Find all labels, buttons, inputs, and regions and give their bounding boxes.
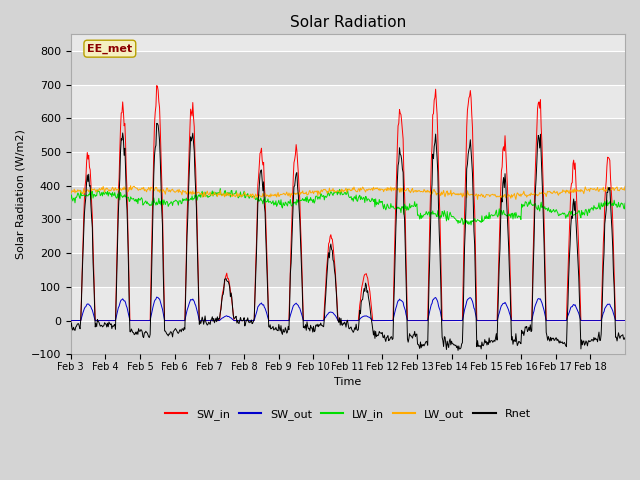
LW_out xyxy=(437,193,445,199)
X-axis label: Time: Time xyxy=(334,377,362,387)
SW_out xyxy=(283,318,291,324)
Line: LW_out: LW_out xyxy=(70,186,625,199)
Line: LW_in: LW_in xyxy=(70,189,625,225)
SW_in xyxy=(437,249,445,254)
LW_out xyxy=(621,183,629,189)
LW_out xyxy=(127,183,134,189)
Bar xyxy=(70,118,625,152)
SW_out xyxy=(262,308,269,313)
Bar xyxy=(70,51,625,84)
Rnet xyxy=(67,324,74,330)
Line: Rnet: Rnet xyxy=(70,123,625,350)
Legend: SW_in, SW_out, LW_in, LW_out, Rnet: SW_in, SW_out, LW_in, LW_out, Rnet xyxy=(161,405,535,424)
SW_in xyxy=(153,83,161,88)
SW_out xyxy=(67,318,74,324)
SW_out xyxy=(621,318,629,324)
LW_out xyxy=(406,188,413,193)
SW_out xyxy=(406,318,413,324)
SW_in xyxy=(67,318,74,324)
SW_in xyxy=(132,318,140,324)
LW_in xyxy=(132,196,140,202)
Rnet xyxy=(621,335,629,340)
Rnet xyxy=(132,329,140,335)
LW_in xyxy=(406,201,413,206)
LW_in xyxy=(234,195,242,201)
LW_out xyxy=(262,192,269,197)
SW_in xyxy=(234,318,242,324)
LW_in xyxy=(467,222,475,228)
Bar xyxy=(70,287,625,321)
Line: SW_in: SW_in xyxy=(70,85,625,321)
SW_out xyxy=(153,294,161,300)
Line: SW_out: SW_out xyxy=(70,297,625,321)
Bar xyxy=(70,253,625,287)
LW_out xyxy=(474,196,481,202)
Rnet xyxy=(262,234,269,240)
LW_in xyxy=(67,196,74,202)
Title: Solar Radiation: Solar Radiation xyxy=(290,15,406,30)
Bar xyxy=(70,186,625,219)
LW_in xyxy=(621,201,629,206)
LW_out xyxy=(67,190,74,196)
Text: EE_met: EE_met xyxy=(87,44,132,54)
SW_in xyxy=(406,318,413,324)
Bar xyxy=(70,321,625,354)
Bar xyxy=(70,152,625,186)
SW_in xyxy=(621,318,629,324)
LW_out xyxy=(132,185,140,191)
Bar xyxy=(70,219,625,253)
Rnet xyxy=(454,348,462,353)
Rnet xyxy=(406,331,413,336)
Rnet xyxy=(283,330,291,336)
SW_out xyxy=(132,318,140,324)
Rnet xyxy=(437,276,445,282)
LW_in xyxy=(437,213,445,218)
SW_in xyxy=(262,216,269,222)
Bar xyxy=(70,84,625,118)
LW_in xyxy=(283,202,291,207)
Y-axis label: Solar Radiation (W/m2): Solar Radiation (W/m2) xyxy=(15,129,25,259)
SW_out xyxy=(234,318,242,324)
Rnet xyxy=(153,120,161,126)
LW_in xyxy=(216,186,224,192)
Rnet xyxy=(234,320,242,326)
SW_out xyxy=(437,311,445,316)
SW_in xyxy=(283,318,291,324)
LW_out xyxy=(234,192,242,198)
LW_out xyxy=(283,189,291,195)
LW_in xyxy=(262,200,269,205)
